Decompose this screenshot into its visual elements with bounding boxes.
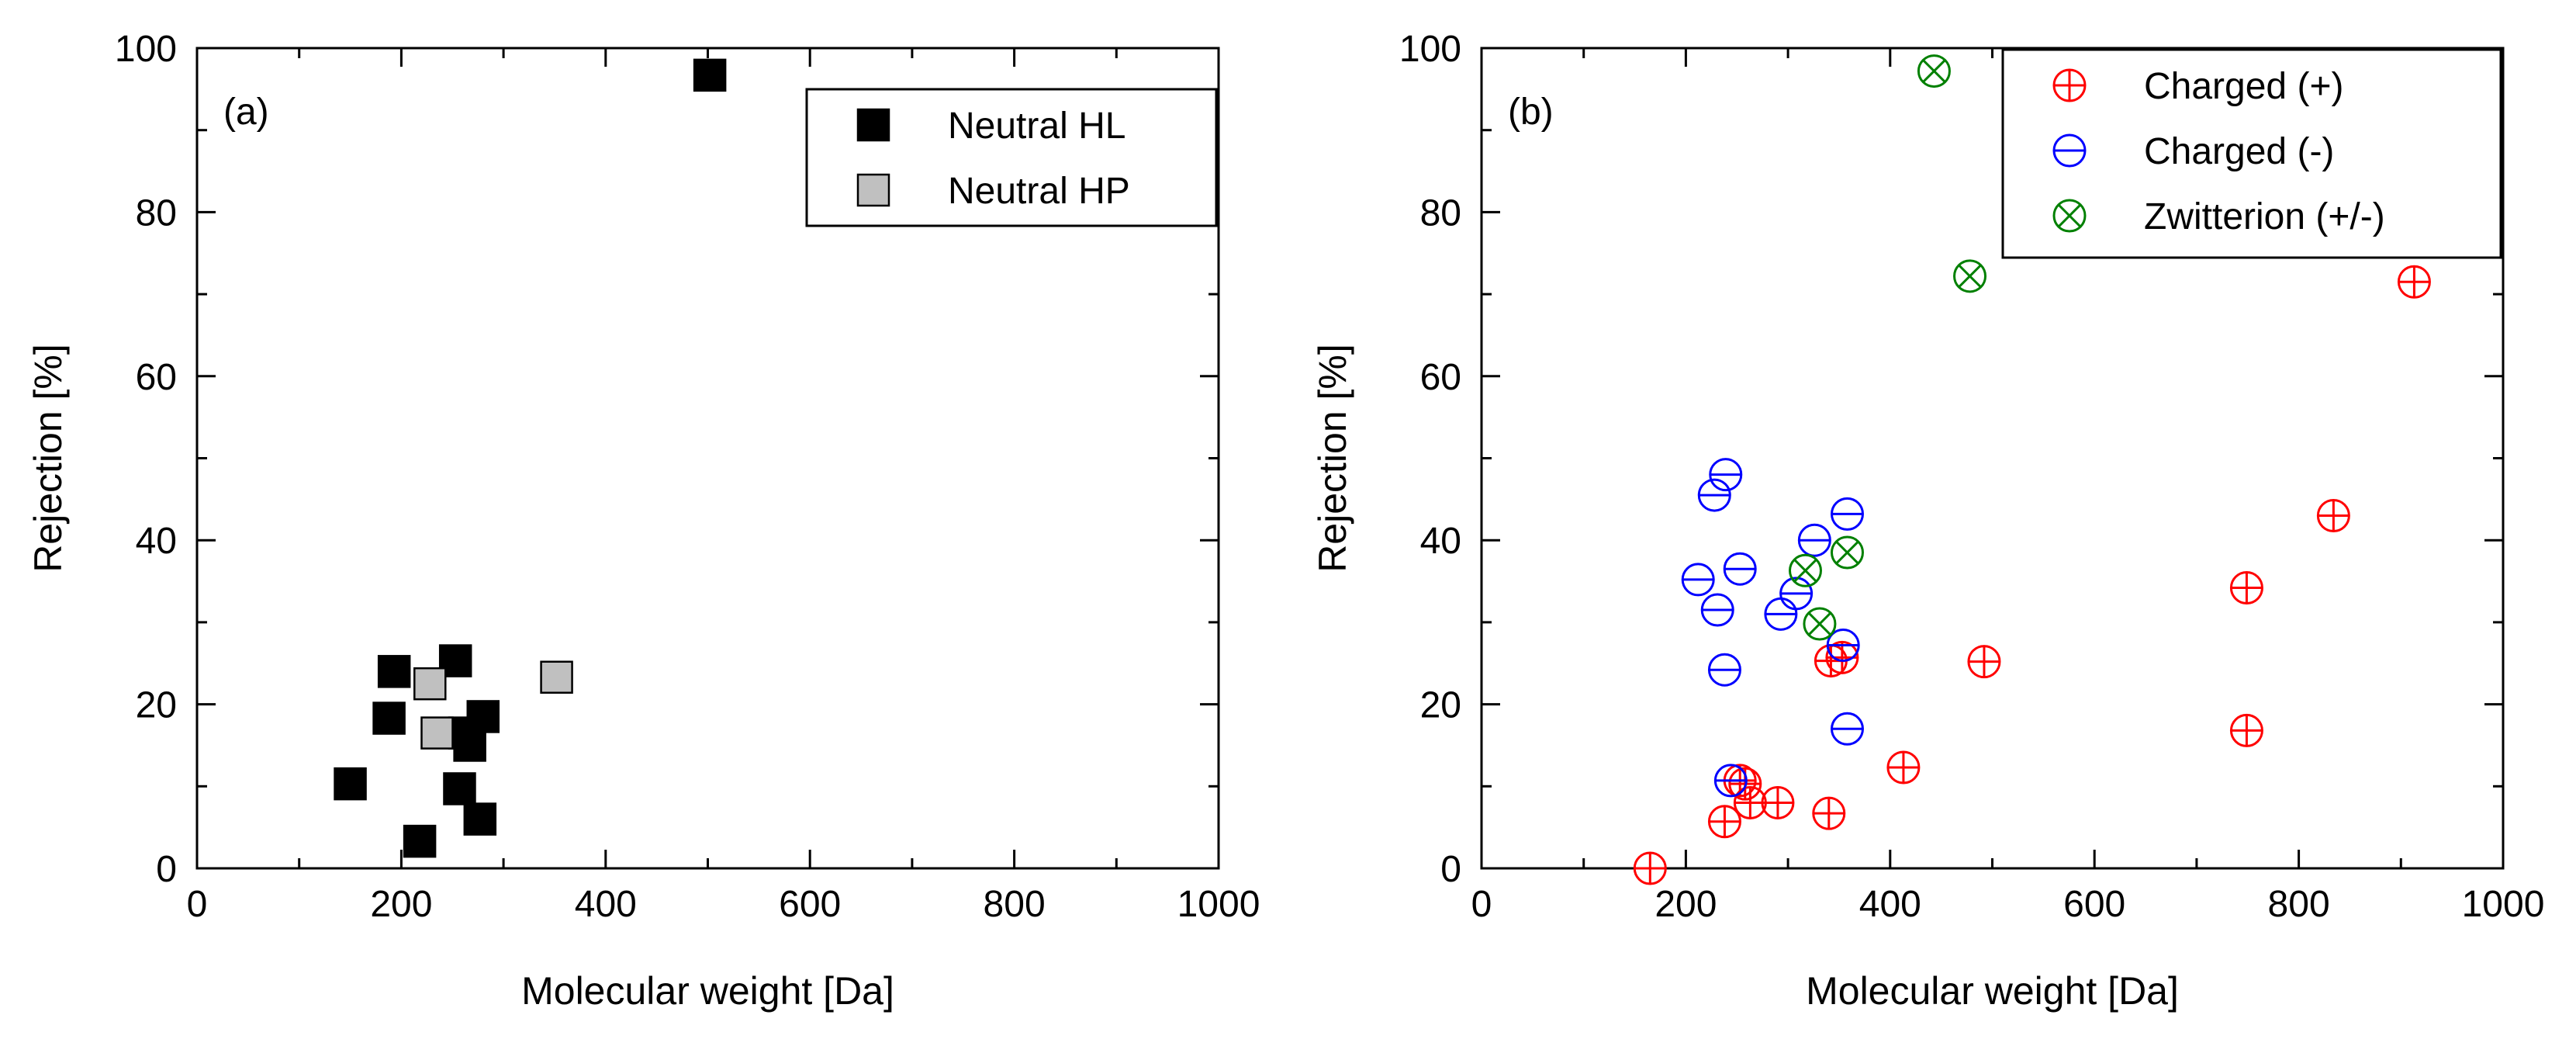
point-neutral-hl	[693, 58, 727, 92]
point-charged	[1707, 653, 1741, 687]
point-charged	[1723, 552, 1757, 586]
point-neutral-hp	[420, 716, 454, 750]
x-tick-label: 1000	[2462, 884, 2545, 925]
panel-label: (b)	[1508, 92, 1554, 133]
x-tick-label: 600	[779, 884, 841, 925]
point-charged	[1733, 785, 1767, 819]
point-neutral-hl	[372, 701, 406, 735]
point-charged	[1812, 796, 1846, 830]
point-neutral-hl	[334, 767, 367, 801]
x-tick-label: 200	[370, 884, 432, 925]
y-tick-label: 0	[156, 849, 177, 890]
point-charged	[1797, 523, 1831, 557]
point-neutral-hl	[463, 802, 497, 836]
point-charged	[1681, 563, 1715, 597]
x-tick-label: 1000	[1177, 884, 1260, 925]
x-tick-label: 200	[1655, 884, 1717, 925]
data-points	[1633, 54, 2431, 885]
point-neutral-hl	[466, 700, 500, 733]
point-charged	[2397, 265, 2431, 299]
legend: Charged (+) Charged (-) Zwitterion (+/-)	[2001, 48, 2502, 259]
tick-labels: 0 200 400 600 800 1000 0 20 40 60 80 100	[115, 29, 1260, 925]
x-axis-title: Molecular weight [Da]	[1806, 969, 2179, 1013]
point-zwitterion	[1830, 535, 1864, 570]
point-neutral-hp	[413, 667, 447, 701]
data-points	[334, 58, 727, 858]
point-charged	[1697, 478, 1731, 512]
point-charged	[1779, 577, 1814, 611]
y-tick-label: 80	[1420, 192, 1461, 234]
point-neutral-hl	[403, 824, 437, 858]
y-tick-label: 20	[1420, 685, 1461, 726]
panel-label: (a)	[223, 92, 269, 133]
legend-label: Charged (+)	[2144, 66, 2343, 107]
point-neutral-hl	[443, 772, 476, 805]
point-charged	[1707, 805, 1741, 839]
x-tick-label: 0	[1471, 884, 1492, 925]
point-neutral-hl	[377, 655, 411, 688]
point-zwitterion	[1803, 607, 1837, 641]
y-axis-title: Rejection [%]	[26, 344, 70, 573]
y-tick-label: 60	[136, 357, 177, 398]
point-charged	[1713, 764, 1748, 798]
legend-marker	[856, 173, 890, 207]
point-charged	[1830, 712, 1864, 746]
point-zwitterion	[1953, 259, 1987, 293]
tick-labels: 0 200 400 600 800 1000 0 20 40 60 80 100	[1399, 29, 2544, 925]
y-tick-label: 40	[1420, 521, 1461, 562]
point-charged	[2229, 713, 2263, 747]
y-tick-label: 60	[1420, 357, 1461, 398]
point-zwitterion	[1788, 553, 1822, 587]
point-zwitterion	[1917, 54, 1951, 88]
legend-label: Neutral HL	[948, 106, 1125, 147]
x-tick-label: 400	[575, 884, 637, 925]
panel-a: 0 200 400 600 800 1000 0 20 40 60 80 100 Molecular …	[26, 29, 1260, 1013]
x-tick-label: 400	[1859, 884, 1921, 925]
x-tick-label: 0	[187, 884, 208, 925]
legend-marker	[2052, 68, 2087, 102]
legend-marker	[2052, 133, 2087, 168]
y-tick-label: 100	[1399, 29, 1461, 70]
y-tick-label: 20	[136, 685, 177, 726]
x-tick-label: 800	[984, 884, 1046, 925]
point-charged	[1700, 593, 1734, 627]
point-charged	[1764, 597, 1798, 631]
y-tick-label: 100	[115, 29, 177, 70]
y-tick-label: 40	[136, 521, 177, 562]
point-charged	[2229, 571, 2263, 605]
legend-marker	[856, 108, 890, 142]
legend-label: Zwitterion (+/-)	[2144, 196, 2385, 237]
x-tick-label: 800	[2268, 884, 2330, 925]
x-tick-label: 600	[2063, 884, 2125, 925]
point-charged	[1633, 851, 1667, 885]
y-tick-label: 0	[1440, 849, 1461, 890]
point-neutral-hl	[453, 729, 486, 762]
panel-b: 0 200 400 600 800 1000 0 20 40 60 80 100 Molecular …	[1311, 29, 2544, 1013]
point-neutral-hp	[540, 660, 573, 694]
tick-marks	[1480, 47, 2505, 870]
y-axis-title: Rejection [%]	[1311, 344, 1354, 573]
point-charged	[1826, 628, 1860, 662]
point-charged	[2316, 498, 2350, 532]
legend: Neutral HL Neutral HP	[805, 88, 1218, 227]
point-charged	[1967, 645, 2001, 679]
legend-marker	[2052, 199, 2087, 233]
y-tick-label: 80	[136, 192, 177, 234]
tick-marks	[195, 47, 1220, 870]
x-axis-title: Molecular weight [Da]	[521, 969, 894, 1013]
legend-label: Charged (-)	[2144, 131, 2334, 172]
point-charged	[1830, 497, 1864, 531]
point-charged	[1761, 785, 1795, 819]
legend-label: Neutral HP	[948, 171, 1130, 212]
point-charged	[1709, 458, 1743, 492]
point-charged	[1886, 750, 1921, 785]
